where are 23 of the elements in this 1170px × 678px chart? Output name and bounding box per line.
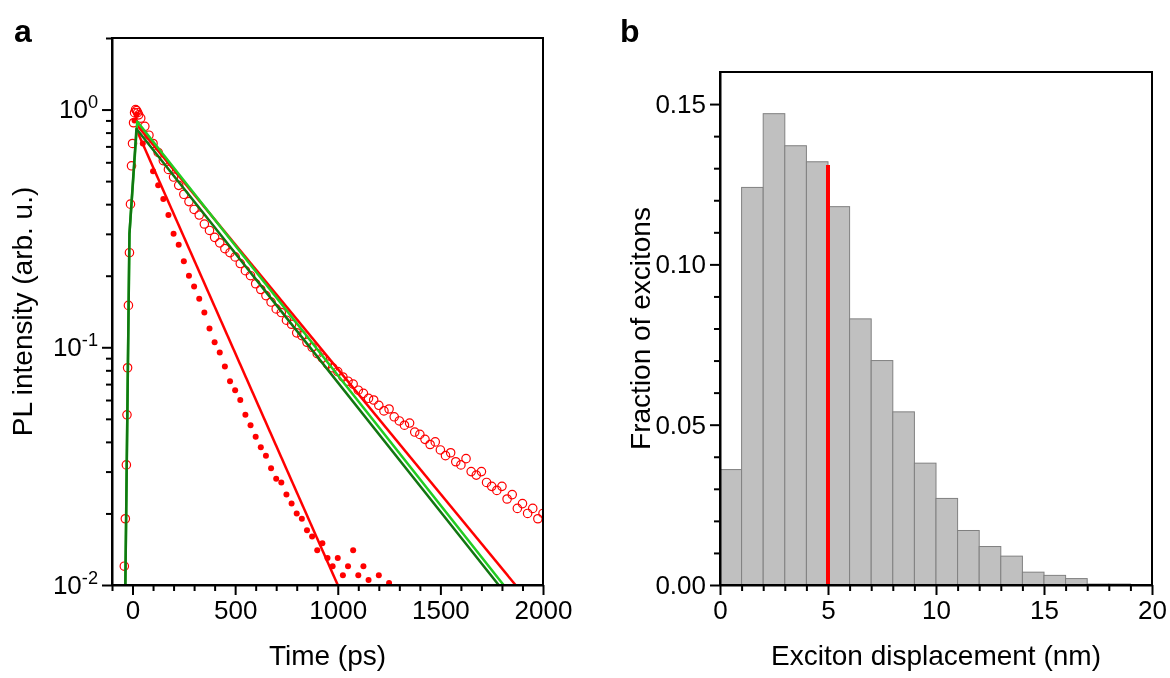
x-tick-label: 1500 <box>411 595 470 626</box>
x-tick-label: 0 <box>125 595 141 626</box>
y-tick-label: 0.10 <box>655 249 706 280</box>
x-tick-label: 500 <box>213 595 258 626</box>
y-tick-label: 0.05 <box>655 409 706 440</box>
x-tick-label: 20 <box>1138 595 1167 626</box>
y-tick-label: 0.00 <box>655 569 706 600</box>
y-tick-label: 10$^{0}$ <box>58 92 98 125</box>
x-tick-label: 1000 <box>309 595 368 626</box>
y-axis-title: PL intensity (arb. u.) <box>7 186 38 437</box>
x-axis-title: Exciton displacement (nm) <box>771 640 1101 671</box>
x-tick-label: 10 <box>922 595 951 626</box>
x-tick-label: 15 <box>1030 595 1059 626</box>
y-tick-label: 0.15 <box>655 88 706 119</box>
chart-title: b <box>620 13 640 49</box>
x-axis-title: Time (ps) <box>268 640 387 671</box>
x-tick-label: 2000 <box>514 595 573 626</box>
x-tick-label: 0 <box>713 595 728 626</box>
y-axis-title: Fraction of excitons <box>625 207 656 450</box>
y-tick-label: 10$^{-2}$ <box>52 567 98 600</box>
y-tick-label: 10$^{-1}$ <box>52 330 98 363</box>
x-tick-label: 5 <box>821 595 836 626</box>
chart-title: a <box>14 13 32 49</box>
